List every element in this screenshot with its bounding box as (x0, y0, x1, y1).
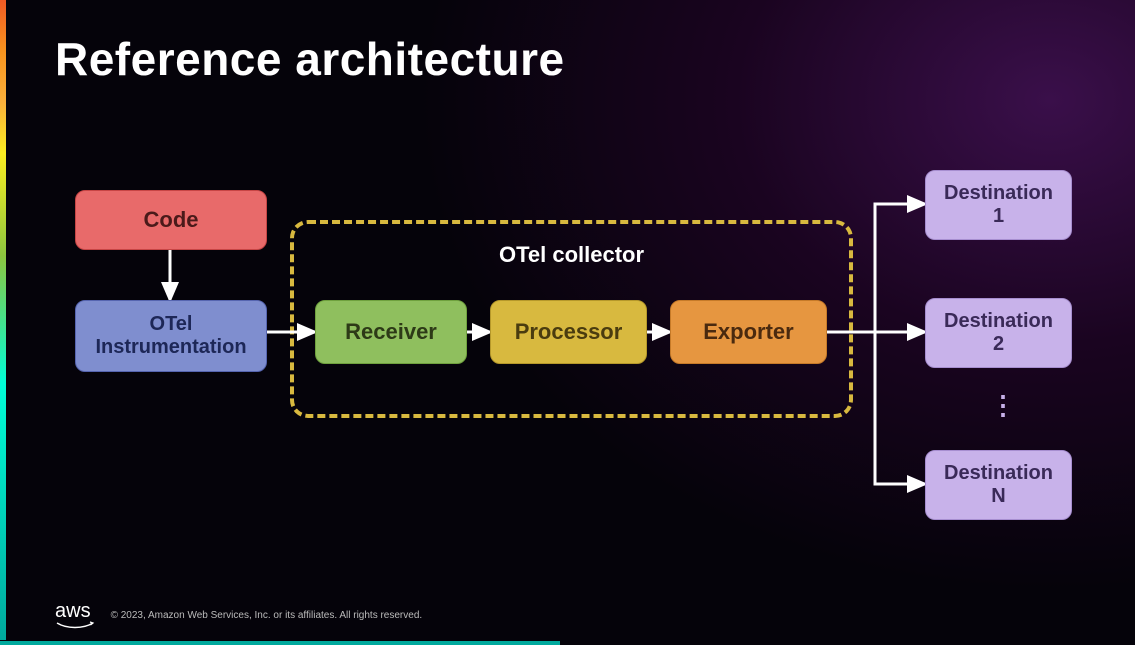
node-code: Code (75, 190, 267, 250)
footer: aws © 2023, Amazon Web Services, Inc. or… (55, 600, 422, 623)
aws-logo: aws (55, 600, 91, 623)
node-destn: DestinationN (925, 450, 1072, 520)
node-otel-instr: OTelInstrumentation (75, 300, 267, 372)
node-exporter: Exporter (670, 300, 827, 364)
diagram-stage: OTel collector Code OTelInstrumentation Re… (55, 170, 1085, 540)
node-receiver: Receiver (315, 300, 467, 364)
otel-collector-label: OTel collector (294, 242, 849, 268)
copyright-text: © 2023, Amazon Web Services, Inc. or its… (111, 610, 423, 623)
aws-smile-icon (55, 621, 95, 629)
edge-branch-dest1 (875, 204, 925, 332)
node-processor: Processor (490, 300, 647, 364)
edge-branch-destn (875, 332, 925, 484)
vertical-ellipsis: ⋮ (990, 390, 1020, 421)
bottom-accent-line (0, 641, 560, 645)
node-dest1: Destination1 (925, 170, 1072, 240)
slide-title: Reference architecture (55, 32, 565, 86)
aws-logo-text: aws (55, 600, 91, 622)
rainbow-stripe (0, 0, 6, 640)
node-dest2: Destination2 (925, 298, 1072, 368)
